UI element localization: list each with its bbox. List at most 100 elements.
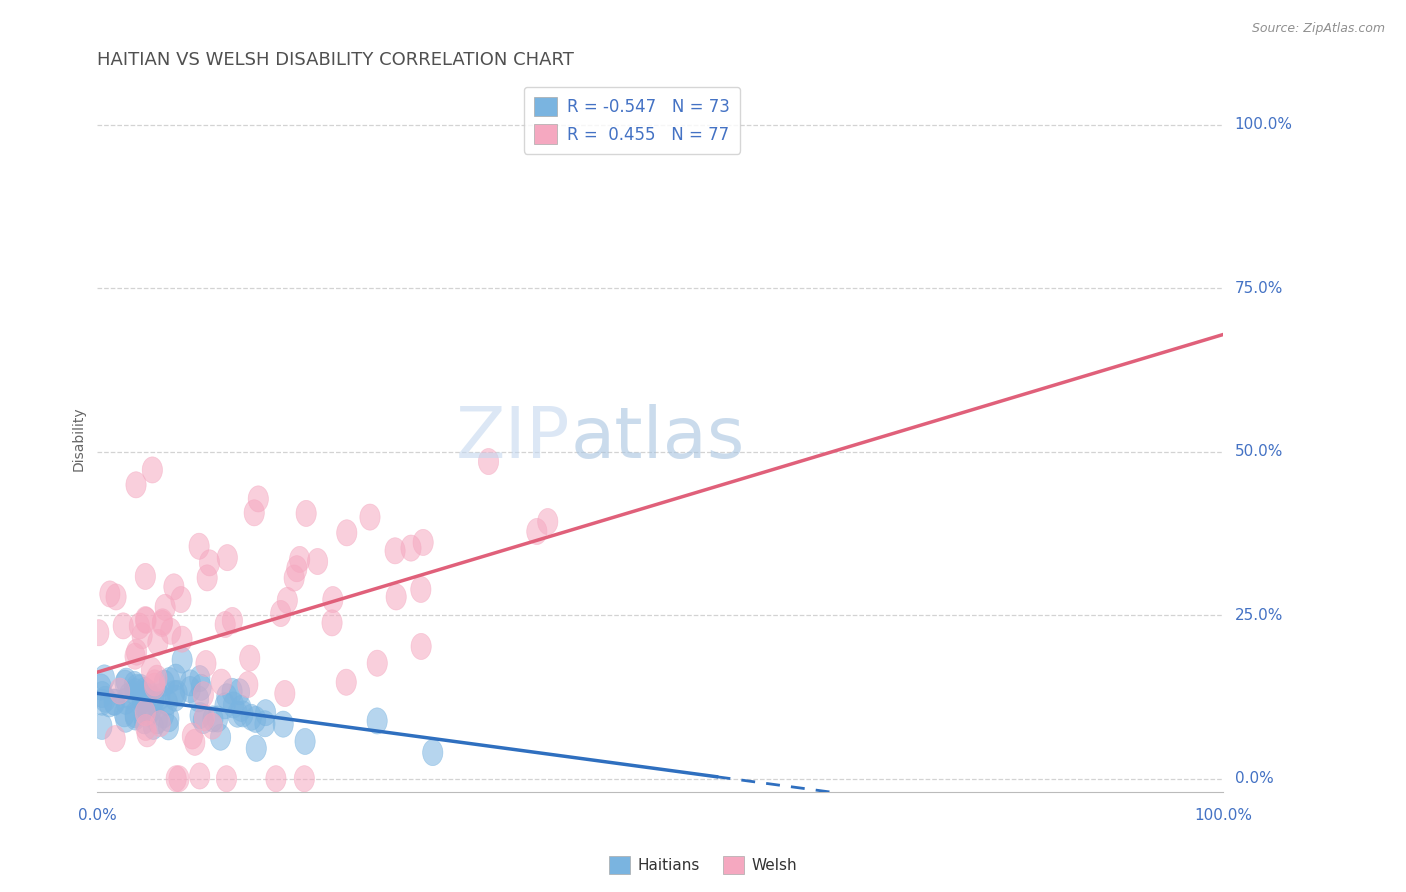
Ellipse shape [114, 701, 135, 727]
Ellipse shape [142, 457, 163, 483]
Ellipse shape [143, 686, 165, 713]
Ellipse shape [135, 607, 156, 632]
Ellipse shape [188, 533, 209, 559]
Ellipse shape [132, 687, 152, 714]
Ellipse shape [105, 584, 127, 610]
Ellipse shape [115, 689, 136, 714]
Ellipse shape [96, 686, 115, 713]
Ellipse shape [211, 724, 231, 750]
Text: Source: ZipAtlas.com: Source: ZipAtlas.com [1251, 22, 1385, 36]
Ellipse shape [138, 680, 157, 706]
Ellipse shape [217, 683, 238, 710]
Ellipse shape [134, 707, 155, 734]
Ellipse shape [277, 587, 298, 614]
Ellipse shape [527, 518, 547, 545]
Ellipse shape [193, 681, 214, 708]
Ellipse shape [231, 695, 252, 722]
Ellipse shape [183, 723, 202, 749]
Ellipse shape [135, 714, 156, 740]
Ellipse shape [131, 674, 150, 700]
Ellipse shape [135, 693, 155, 719]
Ellipse shape [165, 681, 184, 706]
Text: atlas: atlas [571, 404, 745, 473]
Ellipse shape [211, 669, 232, 695]
Ellipse shape [148, 707, 167, 734]
Ellipse shape [127, 472, 146, 498]
Ellipse shape [152, 608, 173, 635]
Ellipse shape [413, 529, 433, 556]
Ellipse shape [202, 706, 224, 732]
Ellipse shape [94, 665, 114, 691]
Ellipse shape [160, 618, 181, 644]
Legend: R = -0.547   N = 73, R =  0.455   N = 77: R = -0.547 N = 73, R = 0.455 N = 77 [524, 87, 740, 153]
Ellipse shape [169, 765, 188, 792]
Ellipse shape [297, 500, 316, 526]
Ellipse shape [411, 633, 432, 659]
Ellipse shape [222, 678, 242, 705]
Ellipse shape [308, 549, 328, 574]
Ellipse shape [148, 630, 167, 656]
Ellipse shape [141, 697, 162, 723]
Ellipse shape [104, 689, 124, 715]
Ellipse shape [118, 682, 139, 709]
Text: 50.0%: 50.0% [1234, 444, 1282, 459]
Text: HAITIAN VS WELSH DISABILITY CORRELATION CHART: HAITIAN VS WELSH DISABILITY CORRELATION … [97, 51, 574, 69]
Ellipse shape [91, 690, 112, 715]
Ellipse shape [287, 556, 307, 582]
Ellipse shape [100, 581, 120, 607]
Ellipse shape [246, 735, 266, 762]
Ellipse shape [242, 704, 262, 731]
Ellipse shape [125, 679, 145, 705]
Ellipse shape [367, 708, 387, 734]
Ellipse shape [247, 486, 269, 512]
Ellipse shape [145, 673, 165, 699]
Ellipse shape [245, 500, 264, 526]
Ellipse shape [125, 643, 145, 669]
Ellipse shape [222, 607, 242, 633]
Ellipse shape [100, 691, 120, 717]
Ellipse shape [135, 564, 156, 590]
Ellipse shape [274, 681, 295, 706]
Ellipse shape [290, 547, 309, 573]
Text: 0.0%: 0.0% [77, 808, 117, 823]
Text: 75.0%: 75.0% [1234, 281, 1282, 296]
Ellipse shape [322, 610, 342, 636]
Ellipse shape [166, 664, 186, 690]
Ellipse shape [270, 600, 291, 626]
Ellipse shape [360, 504, 380, 530]
Ellipse shape [233, 701, 253, 727]
Ellipse shape [336, 520, 357, 546]
Ellipse shape [125, 702, 145, 728]
Ellipse shape [150, 711, 170, 737]
Ellipse shape [159, 714, 179, 740]
Ellipse shape [115, 706, 136, 732]
Ellipse shape [411, 576, 432, 602]
Ellipse shape [155, 670, 174, 696]
Ellipse shape [134, 681, 155, 707]
Ellipse shape [188, 686, 208, 712]
Ellipse shape [138, 700, 159, 726]
Ellipse shape [129, 613, 149, 639]
Ellipse shape [152, 610, 173, 637]
Ellipse shape [91, 714, 112, 739]
Ellipse shape [166, 765, 187, 792]
Ellipse shape [165, 685, 186, 711]
Ellipse shape [387, 584, 406, 610]
Ellipse shape [295, 729, 315, 755]
Ellipse shape [159, 706, 179, 731]
Ellipse shape [200, 549, 219, 576]
Text: 100.0%: 100.0% [1195, 808, 1253, 823]
Ellipse shape [194, 705, 215, 731]
Ellipse shape [149, 684, 170, 710]
Ellipse shape [197, 565, 218, 591]
Ellipse shape [401, 535, 422, 561]
Ellipse shape [367, 650, 388, 676]
Ellipse shape [273, 711, 294, 737]
Ellipse shape [180, 676, 201, 703]
Ellipse shape [135, 699, 156, 726]
Ellipse shape [163, 574, 184, 600]
Ellipse shape [145, 670, 165, 696]
Ellipse shape [159, 667, 180, 694]
Ellipse shape [104, 690, 125, 715]
Ellipse shape [135, 677, 155, 704]
